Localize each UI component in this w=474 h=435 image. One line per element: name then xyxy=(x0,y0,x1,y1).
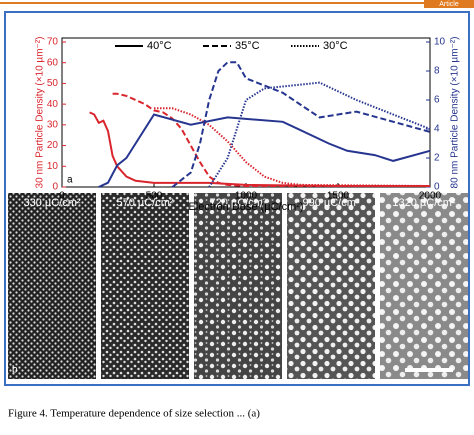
micrograph-label: 570 µC/cm² xyxy=(116,197,173,209)
series-line xyxy=(98,113,431,188)
y-tick-label: 0 xyxy=(52,182,58,193)
panel-label: b xyxy=(12,365,18,376)
y2-tick-label: 0 xyxy=(434,182,440,193)
legend-label: 35°C xyxy=(235,40,260,52)
x-tick-label: 0 xyxy=(59,191,65,202)
scale-bar xyxy=(405,368,453,372)
legend-label: 30°C xyxy=(323,40,348,52)
header-tag: Article xyxy=(439,1,459,8)
x-tick-label: 1000 xyxy=(235,191,258,202)
y2-tick-label: 8 xyxy=(434,66,440,77)
y2-tick-label: 2 xyxy=(434,153,440,164)
micrograph xyxy=(287,193,375,379)
y-axis-label: 30 nm Particle Density (×10 µm⁻²) xyxy=(35,37,46,189)
y-tick-label: 50 xyxy=(47,78,59,89)
micrograph xyxy=(8,193,96,379)
y2-tick-label: 4 xyxy=(434,124,440,135)
y-tick-label: 10 xyxy=(47,161,59,172)
header-tab xyxy=(424,0,474,8)
micrograph xyxy=(194,193,282,379)
micrograph xyxy=(380,193,468,379)
x-tick-label: 1500 xyxy=(327,191,350,202)
y2-tick-label: 10 xyxy=(434,37,446,48)
micrograph xyxy=(101,193,189,379)
y-tick-label: 40 xyxy=(47,99,59,110)
x-tick-label: 500 xyxy=(146,191,163,202)
series-line xyxy=(112,92,430,187)
micrograph-label: 990 µC/cm² xyxy=(302,197,359,209)
y-tick-label: 70 xyxy=(47,37,59,48)
micrograph-label: 720 µC/cm² xyxy=(209,197,266,209)
series-line xyxy=(171,61,431,188)
micrographs: 330 µC/cm² 570 µC/cm² 720 µC/cm² 990 µC/cm²… xyxy=(8,193,468,379)
y2-tick-label: 6 xyxy=(434,95,440,106)
x-axis-label: Electron Dose (µC/cm²) xyxy=(188,201,303,213)
x-tick-label: 2000 xyxy=(419,191,442,202)
y-tick-label: 20 xyxy=(47,140,59,151)
y-tick-label: 30 xyxy=(47,119,59,130)
micrograph-label: 1320 µC/cm² xyxy=(392,197,456,209)
series-line xyxy=(89,111,430,187)
y-tick-label: 60 xyxy=(47,57,59,68)
legend-label: 40°C xyxy=(147,40,172,52)
micrograph-label: 330 µC/cm² xyxy=(23,197,80,209)
series-line xyxy=(154,107,431,187)
panel-label: a xyxy=(67,175,73,186)
caption: Figure 4. Temperature dependence of size… xyxy=(8,408,260,420)
y2-axis-label: 80 nm Particle Density (×10 µm⁻²) xyxy=(450,37,461,189)
